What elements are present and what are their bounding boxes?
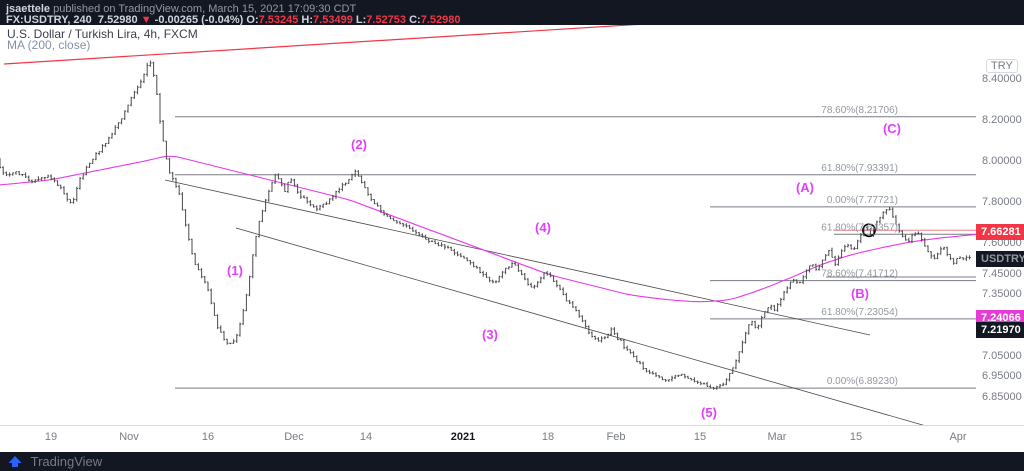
svg-text:78.60%(7.41712): 78.60%(7.41712) [821, 269, 898, 280]
svg-text:(B): (B) [851, 286, 869, 301]
svg-text:(3): (3) [482, 327, 498, 342]
svg-text:(5): (5) [701, 405, 717, 420]
svg-text:(2): (2) [351, 137, 367, 152]
svg-text:61.80%(7.23054): 61.80%(7.23054) [821, 307, 898, 318]
svg-text:(C): (C) [883, 121, 901, 136]
svg-text:0.00%(6.89230): 0.00%(6.89230) [827, 376, 898, 387]
svg-text:(A): (A) [796, 180, 814, 195]
svg-text:0.00%(7.77721): 0.00%(7.77721) [827, 195, 898, 206]
svg-text:61.80%(7.64357): 61.80%(7.64357) [821, 222, 898, 233]
svg-text:(1): (1) [227, 263, 243, 278]
svg-text:78.60%(8.21706): 78.60%(8.21706) [821, 105, 898, 116]
svg-text:(4): (4) [535, 220, 551, 235]
svg-text:61.80%(7.93391): 61.80%(7.93391) [821, 163, 898, 174]
